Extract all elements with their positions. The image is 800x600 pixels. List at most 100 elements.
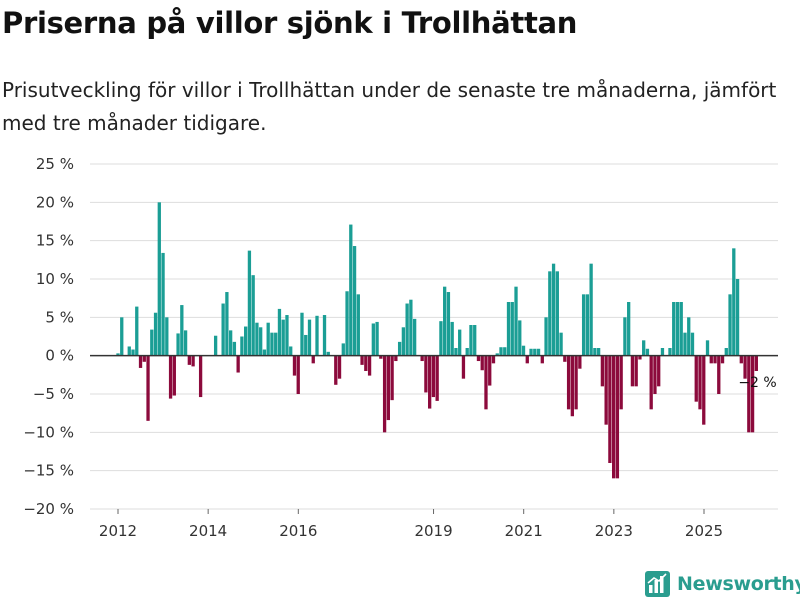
bar <box>747 355 751 433</box>
bar <box>240 336 244 356</box>
bar <box>750 355 755 433</box>
bar <box>559 332 563 356</box>
bar <box>180 305 184 356</box>
x-tick-label: 2016 <box>279 522 317 540</box>
axes: 25 % 20 % 15 % 10 % 5 % 0 % −5 % −10 % −15 % −20 … <box>23 155 778 540</box>
bar <box>431 355 436 398</box>
bar <box>623 317 627 356</box>
bar <box>454 348 458 356</box>
newsworthy-logo[interactable]: Newsworthy <box>645 569 800 599</box>
bar <box>596 348 601 356</box>
bar <box>458 329 462 356</box>
bar <box>397 341 402 356</box>
bar <box>375 321 379 356</box>
bar <box>634 355 638 387</box>
bar <box>544 317 548 356</box>
bar <box>183 330 188 356</box>
bar <box>578 355 582 369</box>
bar <box>510 302 514 356</box>
bar <box>352 246 357 356</box>
end-value-label: −2 % <box>738 375 776 391</box>
bar <box>743 355 747 379</box>
x-tick-label: 2021 <box>505 522 543 540</box>
bar <box>409 299 413 356</box>
bar <box>461 355 466 379</box>
x-tick-label: 2012 <box>99 522 137 540</box>
bar <box>604 355 608 425</box>
bar <box>724 348 728 356</box>
bar <box>551 263 556 356</box>
x-tick-label: 2025 <box>685 522 723 540</box>
bar <box>198 355 203 398</box>
bar <box>735 279 740 356</box>
y-tick-label: −10 % <box>23 423 74 441</box>
x-tick-label: 2019 <box>414 522 452 540</box>
bar <box>221 303 225 356</box>
bar <box>675 302 680 356</box>
bar <box>236 355 240 373</box>
bar <box>135 306 139 356</box>
x-tick-label: 2023 <box>595 522 633 540</box>
bar <box>401 327 406 356</box>
bar <box>138 355 143 368</box>
bar <box>315 315 319 356</box>
bar <box>690 332 695 356</box>
bar <box>627 302 631 356</box>
y-tick-label: 5 % <box>45 308 74 326</box>
bar <box>443 286 447 356</box>
bar <box>705 340 710 356</box>
bar <box>702 355 706 425</box>
chart-title: Priserna på villor sjönk i Trollhättan <box>2 6 578 40</box>
bar <box>277 308 282 356</box>
bar <box>127 346 131 356</box>
bar <box>555 271 559 356</box>
bar <box>446 292 451 356</box>
bar <box>364 355 368 371</box>
chart-subtitle: Prisutveckling för villor i Trollhättan … <box>2 78 777 135</box>
bar <box>251 275 255 356</box>
bar <box>213 335 218 356</box>
bar <box>536 348 541 356</box>
bar <box>713 355 717 364</box>
y-tick-label: 20 % <box>36 193 74 211</box>
bar <box>165 317 169 356</box>
bar <box>153 312 158 356</box>
bar <box>608 355 612 463</box>
bar <box>345 291 349 356</box>
bar <box>698 355 702 410</box>
bar <box>270 332 274 356</box>
bar <box>488 355 492 386</box>
bar <box>371 323 375 356</box>
bar <box>642 340 646 356</box>
bar <box>386 355 390 421</box>
bar <box>424 355 428 393</box>
y-tick-label: 10 % <box>36 270 74 288</box>
bar <box>506 302 511 356</box>
bar <box>645 348 650 356</box>
bar <box>525 355 529 364</box>
bar <box>533 348 537 356</box>
bar <box>728 294 732 356</box>
bar <box>649 355 653 410</box>
bar <box>612 355 616 479</box>
bar <box>687 317 691 356</box>
bar <box>394 355 398 362</box>
bar <box>259 327 263 356</box>
y-tick-label: −20 % <box>23 500 74 518</box>
bar <box>480 355 484 371</box>
bar <box>683 332 687 356</box>
bar <box>262 349 267 356</box>
bar <box>311 355 315 364</box>
bar <box>615 355 620 479</box>
bar <box>116 353 120 356</box>
bar <box>491 355 496 364</box>
bar <box>638 355 642 360</box>
bar <box>581 294 586 356</box>
y-tick-label: −5 % <box>33 385 74 403</box>
bar <box>281 319 285 356</box>
bar <box>307 319 312 356</box>
bar <box>349 224 353 356</box>
bar <box>296 355 300 394</box>
bar <box>326 351 330 356</box>
bar <box>322 315 327 356</box>
